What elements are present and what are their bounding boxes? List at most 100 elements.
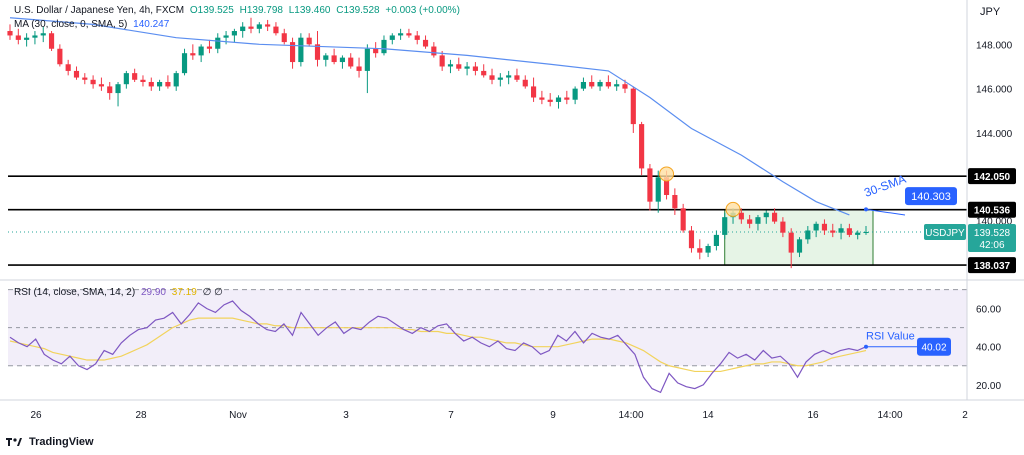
candle — [572, 88, 578, 100]
time-tick-label: 2 — [962, 410, 968, 421]
tradingview-logo[interactable]: TradingView — [6, 436, 94, 448]
candle — [32, 35, 38, 38]
candle — [846, 228, 852, 235]
candle — [821, 223, 828, 231]
resistance-touch-marker — [659, 166, 675, 182]
candle — [439, 55, 445, 67]
brand-name: TradingView — [29, 436, 94, 448]
candle — [555, 97, 562, 102]
candle — [406, 33, 412, 36]
candle — [306, 37, 312, 45]
candle — [497, 77, 503, 80]
candle — [273, 26, 279, 34]
candle — [447, 64, 454, 67]
candle — [805, 230, 811, 240]
rsi-tick-label: 20.00 — [976, 381, 1001, 392]
candle — [663, 177, 670, 196]
chart-header: U.S. Dollar / Japanese Yen, 4h, FXCM O13… — [14, 5, 463, 17]
candle — [73, 70, 80, 78]
candle — [713, 234, 719, 246]
last-price-tag — [968, 224, 1016, 253]
candle — [132, 73, 138, 80]
rsi-pane[interactable]: RSI Value — [8, 289, 967, 394]
rsi-ma-line — [9, 317, 867, 373]
rsi-tick-label: 40.00 — [976, 343, 1001, 354]
candle — [855, 232, 861, 235]
candle — [298, 37, 304, 63]
currency-label: JPY — [980, 6, 1001, 18]
candle — [622, 84, 628, 89]
rsi-legend[interactable]: RSI (14, close, SMA, 14, 2) 29.90 37.19 … — [14, 287, 226, 299]
sma-value-tag-text: 140.303 — [911, 191, 951, 203]
price-pane[interactable]: 30-SMA — [7, 17, 967, 269]
candle — [231, 31, 237, 36]
candle — [157, 81, 163, 87]
time-tick-label: Nov — [229, 410, 247, 421]
price-tick-label: 140.000 — [976, 217, 1013, 228]
candle — [165, 81, 171, 87]
candle — [331, 55, 337, 63]
candle — [107, 86, 113, 94]
candle — [697, 248, 703, 253]
rsi-extra: ∅ ∅ — [202, 287, 223, 298]
candle — [422, 39, 429, 47]
level-price-tag-text: 138.037 — [974, 261, 1011, 272]
candle — [398, 33, 404, 36]
candle — [547, 99, 553, 102]
price-tick-label: 148.000 — [976, 40, 1013, 51]
candle — [506, 75, 512, 78]
candle — [190, 53, 196, 56]
candle — [48, 33, 55, 49]
close-value: C139.528 — [336, 5, 380, 16]
candle — [431, 46, 437, 56]
rsi-value-tag — [917, 337, 951, 356]
candle — [472, 66, 478, 71]
candle — [788, 232, 794, 253]
candle — [763, 212, 769, 218]
candle — [348, 57, 354, 67]
candle — [15, 35, 21, 40]
candle — [173, 73, 179, 87]
candle — [24, 37, 30, 40]
candle — [223, 35, 229, 38]
candle — [256, 24, 262, 29]
candle — [772, 212, 778, 222]
candle — [240, 26, 246, 32]
rsi-value: 29.90 — [140, 287, 166, 298]
level-price-tag — [968, 168, 1016, 185]
time-tick-label: 9 — [550, 410, 556, 421]
time-tick-label: 14:00 — [618, 410, 643, 421]
ma-legend[interactable]: MA (30, close, 0, SMA, 5) 140.247 — [14, 19, 172, 31]
rsi-value-annotation: RSI Value — [866, 331, 915, 343]
candle — [40, 33, 46, 36]
price-tick-label: 144.000 — [976, 129, 1013, 140]
time-tick-label: 7 — [448, 410, 454, 421]
candle — [373, 48, 379, 54]
sma-annotation-dot — [864, 207, 868, 212]
candle — [796, 239, 803, 253]
candle — [115, 84, 121, 94]
resistance-touch-marker — [725, 201, 741, 217]
symbol-title: U.S. Dollar / Japanese Yen, 4h, FXCM — [14, 5, 185, 16]
candle — [356, 66, 362, 71]
price-tick-label: 146.000 — [976, 85, 1013, 96]
candle — [123, 73, 129, 85]
candle — [206, 46, 213, 49]
candle — [639, 124, 645, 169]
candle — [265, 24, 271, 27]
candle — [614, 84, 620, 87]
candle — [323, 55, 329, 60]
sma-30-line — [9, 17, 850, 216]
candle — [813, 223, 819, 231]
candle — [539, 97, 545, 100]
candle — [863, 232, 869, 234]
candle — [7, 31, 13, 36]
candle — [688, 230, 695, 249]
symbol-tag — [924, 224, 966, 241]
candle — [481, 70, 487, 76]
candle — [289, 42, 296, 63]
ma-label: MA (30, close, 0, SMA, 5) — [14, 19, 128, 30]
candle — [630, 88, 636, 125]
time-tick-label: 26 — [30, 410, 42, 421]
